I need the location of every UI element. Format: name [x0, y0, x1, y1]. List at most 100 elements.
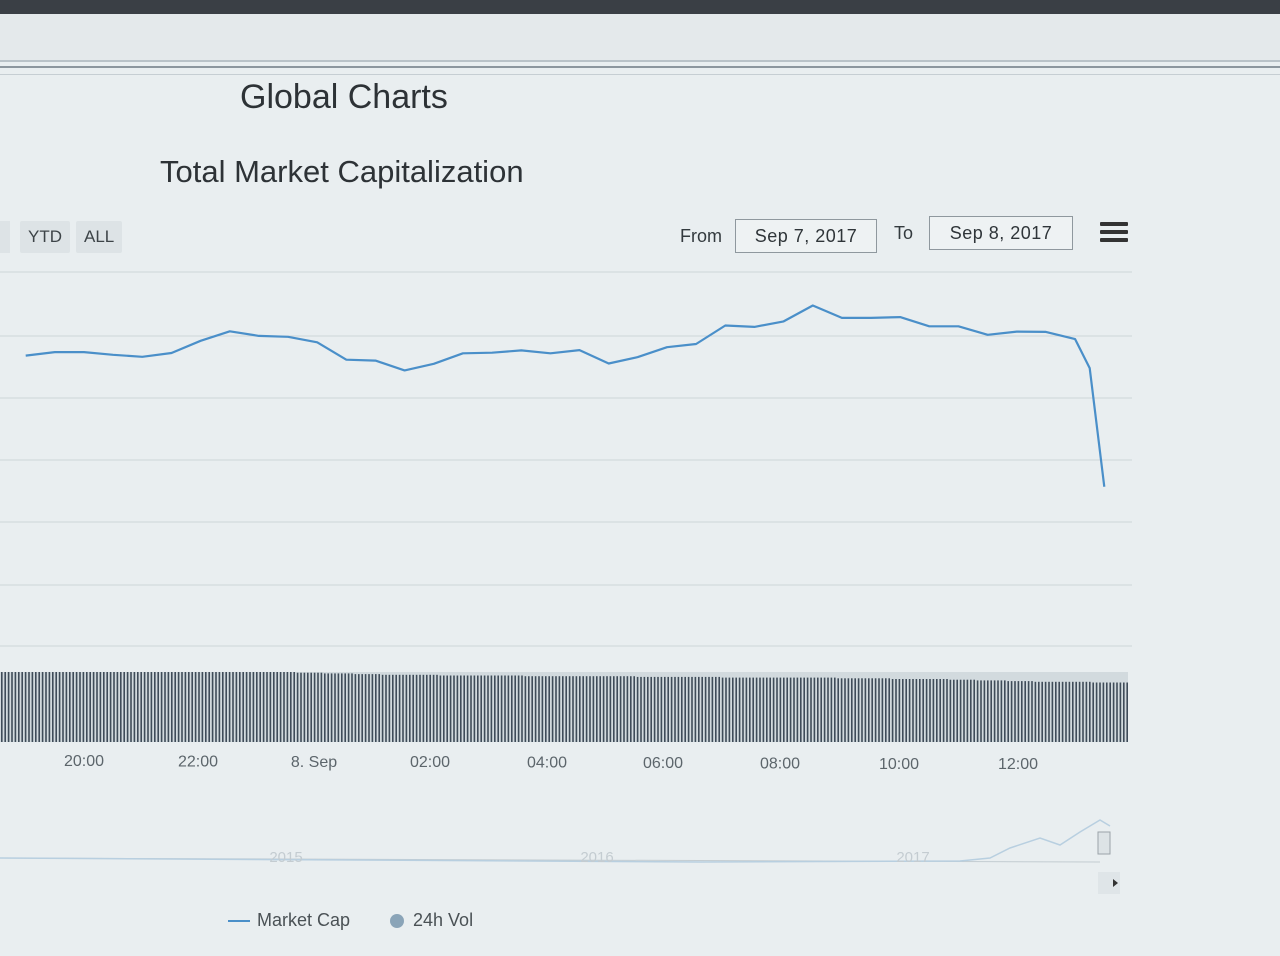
- volume-bar: [120, 672, 122, 742]
- to-date-input[interactable]: Sep 8, 2017: [929, 216, 1073, 250]
- volume-bar: [164, 672, 166, 742]
- volume-bar: [531, 676, 533, 742]
- header-divider: [0, 66, 1280, 75]
- volume-bar: [1068, 681, 1071, 742]
- volume-bar: [1095, 682, 1098, 742]
- volume-bar: [239, 672, 241, 742]
- volume-bar: [606, 676, 608, 742]
- volume-bar: [579, 676, 581, 742]
- volume-bar: [830, 677, 833, 742]
- volume-bar: [296, 672, 299, 742]
- volume-bar: [290, 672, 292, 742]
- volume-bar: [725, 677, 727, 742]
- volume-bar: [354, 674, 357, 742]
- volume-bar: [861, 678, 863, 742]
- volume-bar: [847, 678, 850, 742]
- volume-bar: [69, 672, 71, 742]
- volume-bar: [398, 674, 401, 742]
- volume-bar: [854, 678, 856, 742]
- chart-title: Total Market Capitalization: [160, 154, 524, 189]
- volume-bar: [891, 679, 894, 742]
- volume-bar: [844, 678, 846, 742]
- volume-bar: [517, 675, 520, 742]
- range-button-all[interactable]: ALL: [76, 221, 123, 253]
- volume-bar: [303, 672, 306, 742]
- volume-bar: [813, 677, 816, 742]
- volume-bar: [1092, 682, 1094, 742]
- volume-bar: [28, 672, 30, 742]
- legend-item-market-cap[interactable]: Market Cap: [228, 910, 350, 931]
- volume-bar: [793, 677, 795, 742]
- volume-bar: [1000, 680, 1003, 742]
- volume-bar: [922, 679, 924, 742]
- legend-label-24h-vol: 24h Vol: [413, 910, 474, 930]
- legend-label-market-cap: Market Cap: [257, 910, 351, 930]
- volume-bar: [983, 680, 986, 742]
- volume-bar: [194, 672, 197, 742]
- volume-bar: [242, 672, 244, 742]
- volume-bar: [4, 672, 6, 742]
- navigator-year-label: 2017: [896, 849, 929, 866]
- navigator-scroll-button[interactable]: [1098, 872, 1120, 894]
- legend-item-24h-vol[interactable]: 24h Vol: [388, 910, 473, 931]
- volume-bar: [446, 675, 448, 742]
- volume-bar: [800, 677, 802, 742]
- volume-bar: [436, 674, 438, 742]
- scroll-right-arrow-icon[interactable]: [1113, 879, 1118, 887]
- volume-bar: [908, 679, 911, 742]
- volume-bar: [619, 676, 622, 742]
- range-button-ytd[interactable]: YTD: [20, 221, 70, 253]
- browser-tab-bar: [0, 0, 1280, 14]
- volume-bar: [86, 672, 88, 742]
- volume-bar: [181, 672, 183, 742]
- volume-bar: [783, 677, 785, 742]
- volume-bar: [52, 672, 54, 742]
- volume-bar: [279, 672, 282, 742]
- volume-bar: [358, 674, 360, 742]
- volume-bar: [79, 672, 81, 742]
- volume-bar: [140, 672, 142, 742]
- volume-bar: [1031, 681, 1033, 742]
- volume-series: [0, 672, 1128, 742]
- volume-bar: [72, 672, 74, 742]
- volume-bar: [820, 677, 822, 742]
- volume-bar: [286, 672, 289, 742]
- volume-bar: [701, 676, 703, 742]
- volume-bar: [337, 673, 340, 742]
- from-date-input[interactable]: Sep 7, 2017: [735, 219, 877, 253]
- volume-bar: [616, 676, 618, 742]
- volume-bar: [626, 676, 629, 742]
- volume-bar: [905, 679, 907, 742]
- volume-bar: [432, 674, 435, 742]
- volume-bar: [1, 672, 3, 742]
- volume-bar: [395, 674, 397, 742]
- volume-bar: [385, 674, 387, 742]
- volume-bar: [500, 675, 503, 742]
- volume-bar: [364, 674, 367, 742]
- range-button-partial[interactable]: [0, 221, 10, 253]
- volume-bar: [997, 680, 999, 742]
- volume-bar: [58, 672, 61, 742]
- volume-bar: [963, 679, 965, 742]
- volume-bar: [409, 674, 411, 742]
- volume-bar: [412, 674, 414, 742]
- volume-bar: [633, 676, 635, 742]
- volume-bar: [344, 673, 346, 742]
- x-tick-label: 04:00: [527, 755, 567, 772]
- volume-bar: [810, 677, 812, 742]
- navigator-handle[interactable]: [1097, 831, 1111, 855]
- volume-bar: [599, 676, 601, 742]
- volume-bar: [912, 679, 914, 742]
- volume-bar: [89, 672, 91, 742]
- volume-bar: [1109, 682, 1111, 742]
- volume-bar: [1082, 681, 1084, 742]
- hamburger-menu-icon[interactable]: [1100, 222, 1130, 246]
- volume-bar: [45, 672, 47, 742]
- volume-bar: [511, 675, 513, 742]
- volume-bar: [738, 677, 741, 742]
- volume-bar: [1058, 681, 1060, 742]
- navigator-labels: 2015 2016 2017: [269, 849, 929, 866]
- volume-bar: [959, 679, 962, 742]
- volume-bar: [514, 675, 516, 742]
